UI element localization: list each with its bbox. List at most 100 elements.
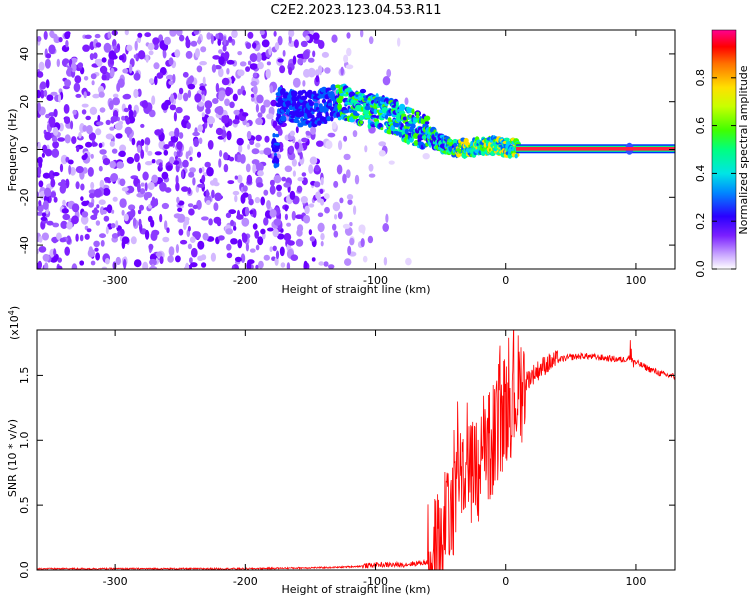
- spectrogram-cell: [56, 58, 60, 68]
- spectrogram-cell: [260, 228, 266, 235]
- spectrogram-cell: [40, 216, 48, 221]
- spectrogram-cell: [60, 220, 68, 229]
- spectrogram-cell: [287, 240, 295, 246]
- spectrogram-cell: [79, 260, 85, 266]
- spectrogram-cell: [42, 253, 50, 262]
- spectrogram-cell: [91, 80, 95, 86]
- spectrogram-cell: [233, 225, 237, 231]
- spectrogram-cell: [272, 245, 277, 252]
- spectrogram-cell: [81, 103, 89, 108]
- spectrogram-cell: [183, 92, 189, 102]
- spectrogram-cell: [291, 158, 297, 167]
- spectrogram-cell: [226, 59, 235, 65]
- spectrogram-cell: [273, 175, 282, 184]
- spectrogram-cell: [90, 153, 94, 159]
- spectrogram-cell: [41, 212, 47, 218]
- spectrogram-cell: [228, 36, 233, 41]
- spectrogram-cell: [210, 252, 216, 262]
- spectrogram-marks: [37, 30, 675, 269]
- spectrogram-cell: [37, 71, 44, 78]
- spectrogram-cell: [83, 91, 87, 99]
- spectrogram-cell: [201, 262, 207, 268]
- spectrogram-cell: [296, 53, 304, 59]
- spectrogram-cell: [320, 177, 324, 186]
- spectrogram-cell: [64, 79, 72, 87]
- spectrogram-cell: [269, 185, 276, 195]
- spectrogram-cell: [99, 179, 105, 189]
- spectrogram-cell: [217, 38, 222, 46]
- spectrogram-cell: [340, 66, 344, 76]
- spectrogram-ridge-cell: [398, 132, 403, 138]
- spectrogram-ridge-cell: [330, 116, 334, 122]
- spectrogram-cell: [97, 114, 101, 122]
- spectrogram-cell: [378, 141, 387, 147]
- spectrogram-cell: [405, 257, 412, 266]
- spectrogram-cell: [319, 188, 324, 194]
- spectrogram-cell: [297, 224, 304, 233]
- spectrogram-cell: [95, 128, 102, 136]
- spectrogram-cell: [197, 183, 205, 188]
- spectrogram-cell: [164, 187, 172, 193]
- spectrogram-cell: [254, 230, 260, 239]
- spectrogram-cell: [283, 233, 292, 242]
- spectrogram-cell: [65, 40, 69, 48]
- spectrogram-cell: [187, 243, 192, 250]
- spectrogram-y-ticks: -40 -20 0 20 40: [18, 47, 675, 254]
- spectrogram-cell: [307, 57, 315, 63]
- spectrogram-cell: [101, 57, 107, 63]
- colorbar: 0.0 0.2 0.4 0.6 0.8 Normalized spectral ampl…: [694, 29, 750, 278]
- spectrogram-cell: [93, 207, 98, 218]
- spectrogram-cell: [123, 107, 130, 113]
- spectrogram-cell: [90, 181, 95, 190]
- spectrogram-cell: [218, 67, 224, 78]
- y-tick-label: 0.0: [18, 561, 31, 579]
- spectrogram-cell: [189, 167, 197, 174]
- spectrogram-cell: [151, 95, 156, 105]
- spectrogram-cell: [124, 30, 129, 36]
- spectrogram-ridge-cell: [342, 109, 350, 114]
- spectrogram-cell: [161, 171, 169, 180]
- spectrogram-cell: [123, 93, 132, 100]
- spectrogram-cell: [40, 89, 45, 99]
- spectrogram-cell: [221, 77, 230, 86]
- spectrogram-cell: [251, 159, 260, 165]
- spectrogram-cell: [223, 35, 227, 46]
- spectrogram-cell: [173, 151, 177, 157]
- colorbar-tick-label: 0.4: [694, 165, 707, 183]
- spectrogram-ridge-cell: [371, 114, 377, 118]
- spectrogram-cell: [242, 185, 248, 192]
- spectrogram-ridge-cell: [398, 103, 406, 111]
- spectrogram-cell: [115, 220, 119, 229]
- spectrogram-cell: [177, 207, 183, 212]
- spectrogram-cell: [145, 144, 149, 153]
- spectrogram-cell: [185, 38, 191, 49]
- spectrogram-cell: [64, 116, 71, 124]
- spectrogram-cell: [328, 264, 335, 269]
- spectrogram-cell: [95, 252, 100, 261]
- spectrogram-cell: [259, 150, 265, 155]
- spectrogram-cell: [76, 146, 80, 153]
- spectrogram-cell: [197, 124, 204, 132]
- spectrogram-cell: [59, 237, 66, 243]
- spectrogram-y-axis-label: Frequency (Hz): [6, 109, 19, 192]
- spectrogram-cell: [289, 190, 296, 200]
- spectrogram-cell: [234, 256, 242, 263]
- spectrogram-cell: [44, 262, 49, 269]
- spectrogram-cell: [310, 126, 317, 135]
- spectrogram-cell: [347, 245, 352, 256]
- spectrogram-cell: [42, 144, 48, 154]
- spectrogram-cell: [52, 172, 60, 177]
- spectrogram-cell: [229, 101, 235, 109]
- spectrogram-cell: [175, 244, 179, 254]
- spectrogram-cell: [45, 53, 52, 59]
- spectrogram-ridge-cell: [503, 137, 510, 142]
- spectrogram-cell: [93, 240, 100, 247]
- spectrogram-cell: [263, 189, 269, 196]
- spectrogram-cell: [44, 187, 52, 197]
- spectrogram-ridge-cell: [326, 116, 332, 122]
- spectrogram-cell: [255, 244, 260, 251]
- spectrogram-cell: [95, 42, 102, 48]
- spectrogram-cell: [201, 174, 206, 183]
- spectrogram-cell: [250, 93, 255, 98]
